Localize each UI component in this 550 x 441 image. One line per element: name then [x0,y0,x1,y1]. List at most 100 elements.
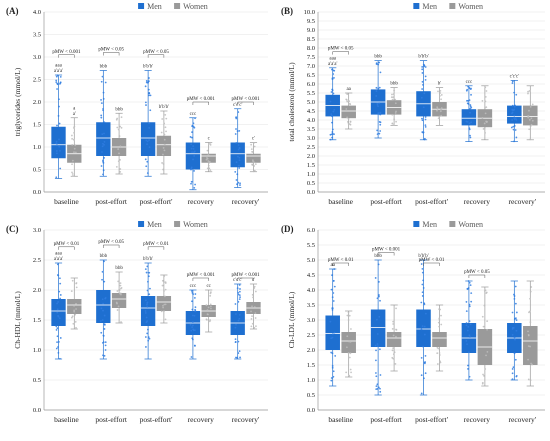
data-point [379,299,381,302]
data-point [234,303,237,305]
data-point [482,128,485,130]
data-point [513,352,516,355]
data-point [483,304,486,307]
data-point [330,288,333,291]
data-point [515,319,518,321]
y-tick-label: 2.5 [307,332,315,339]
data-point [436,352,439,355]
data-point [332,110,335,113]
data-point [420,392,423,395]
data-point [189,136,192,138]
data-point [236,183,238,186]
data-point [395,328,397,331]
data-point [527,90,529,93]
data-point [331,131,334,133]
data-point [250,143,253,146]
data-point [331,296,334,299]
legend-label-men: Men [147,2,162,11]
data-point [207,160,210,162]
data-point [378,132,381,135]
data-point [117,148,120,150]
significance-label: bbb [374,55,382,60]
x-tick-label: recovery [464,197,490,206]
y-tick-label: 3.5 [33,32,41,39]
pmw-bracket [237,277,254,281]
pmw-bracket [332,51,349,55]
data-point [118,135,121,137]
y-tick-label: 6.5 [307,72,315,79]
data-point [117,128,120,131]
data-point [209,141,212,144]
data-point [437,90,439,93]
data-point [391,122,394,125]
data-point [161,279,164,282]
data-point [251,150,254,153]
data-point [194,117,196,120]
data-point [237,181,240,184]
data-point [192,158,194,161]
data-point [120,286,123,289]
y-tick-label: 1.5 [307,362,315,369]
y-tick-label: 9.5 [307,18,315,25]
data-point [253,285,256,288]
data-point [515,118,518,121]
data-point [117,160,120,163]
data-point [239,296,241,299]
data-point [101,75,104,78]
data-point [392,96,395,99]
data-point [238,317,241,320]
data-point [391,349,394,352]
data-point [71,143,74,146]
data-point [148,271,151,274]
data-point [439,89,442,92]
data-point [205,158,208,161]
data-point [481,315,484,318]
data-point [346,116,349,119]
data-point [530,286,533,288]
box-women [341,332,356,353]
data-point [119,282,122,285]
data-point [147,275,150,278]
data-point [164,318,167,321]
data-point [160,131,163,134]
y-tick-label: 0.5 [307,392,315,399]
data-point [470,292,473,294]
data-point [529,138,532,141]
y-axis-label: Ch-LDL (mmol/L) [287,291,296,348]
y-tick-label: 4.5 [307,108,315,115]
data-point [421,283,424,286]
data-point [147,336,150,339]
data-point [101,270,104,273]
data-point [331,77,334,80]
data-point [334,355,337,357]
data-point [482,325,485,328]
y-tick-label: 1.5 [33,317,41,324]
data-point [236,130,239,132]
data-point [513,125,516,127]
data-point [194,310,197,312]
data-point [511,378,514,381]
data-point [469,111,471,114]
data-point [374,372,377,374]
data-point [331,365,334,367]
data-point [100,102,103,105]
data-point [103,328,106,330]
panel-B: (B) Men Women 0.0 0.5 1.0 1.5 2.0 2.5 3.0 3.5 4.0 4.… [281,2,545,206]
data-point [191,136,193,139]
data-point [332,73,335,75]
data-point [251,315,253,317]
x-tick-label: post-effort [95,415,127,424]
data-point [192,145,195,147]
data-point [210,307,212,310]
data-point [391,327,394,330]
panel-D: (D) Men Women 0.0 0.5 1.0 1.5 2.0 2.5 3.0 3.5 4.0 4.… [281,220,545,424]
data-point [144,299,147,302]
data-point [55,79,58,82]
data-point [392,347,395,350]
box-men [507,105,522,124]
y-tick-label: 4.0 [33,9,41,16]
data-point [252,296,254,299]
data-point [191,321,194,323]
box-men [185,142,201,170]
